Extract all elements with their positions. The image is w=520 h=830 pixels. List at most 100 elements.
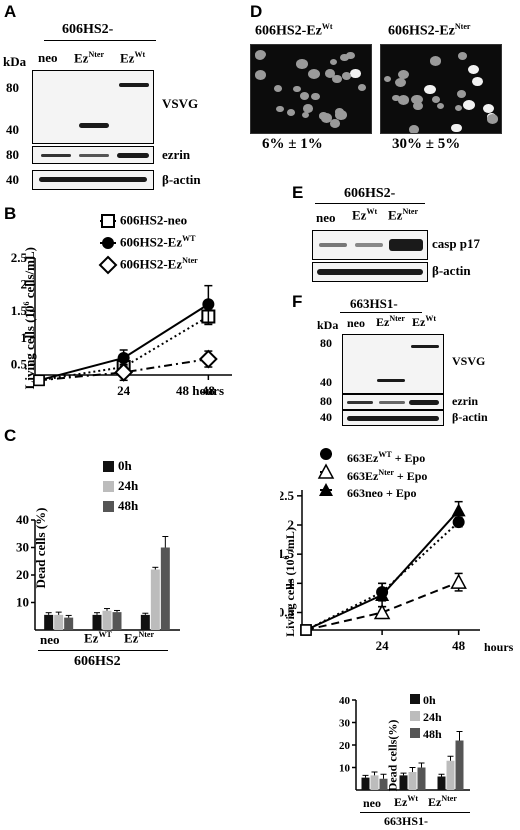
group-underline <box>360 812 470 813</box>
mw-marker: 80 <box>6 147 19 162</box>
title-sup: Nter <box>454 22 471 31</box>
cell-nucleus <box>437 102 445 109</box>
blot-label-vsvg: VSVG <box>452 354 486 368</box>
lane-label: EzNter <box>376 314 405 330</box>
lane-label: neo <box>347 316 365 330</box>
x-tick-label: 48 <box>202 383 216 398</box>
panel-letter-b: B <box>4 204 17 223</box>
bar <box>44 614 54 630</box>
blot-band <box>355 243 383 247</box>
marker-filled-triangle <box>319 483 333 496</box>
mw-marker: 80 <box>6 80 19 95</box>
bar <box>102 610 112 630</box>
lane-text: Ez <box>352 207 367 223</box>
origin-marker <box>33 374 45 387</box>
legend-tail: + Epo <box>393 469 428 483</box>
bar-legend-24h: 24h <box>423 710 442 724</box>
cell-nucleus <box>357 83 367 91</box>
cell-nucleus <box>276 105 284 113</box>
y-tick-label: 10 <box>16 595 29 610</box>
marker-open-diamond <box>98 255 118 275</box>
cell-nucleus <box>429 56 441 67</box>
group-label: neo <box>363 796 381 810</box>
blot-band <box>379 401 405 404</box>
legend-swatch <box>410 711 420 721</box>
mw-marker: 80 <box>320 336 332 350</box>
blot-label-actin: β-actin <box>432 263 471 278</box>
bar <box>140 614 150 630</box>
panel-e-underline <box>315 203 425 204</box>
lane-sup: Nter <box>402 207 418 216</box>
group-sup: WT <box>98 630 112 639</box>
cell-nucleus <box>296 59 308 69</box>
lane-label: EzWt <box>352 207 377 223</box>
mw-marker: 40 <box>6 122 19 137</box>
blot-band <box>347 416 439 421</box>
cell-nucleus <box>486 113 499 124</box>
marker-open-triangle <box>450 573 467 589</box>
cell-nucleus <box>331 74 343 84</box>
cell-nucleus <box>329 59 338 66</box>
marker-open-square <box>101 214 115 228</box>
x-tick-label: 48 <box>452 638 466 653</box>
panel-a-cell-line: 606HS2- <box>62 22 114 37</box>
panel-a-lane-eznter: EzNter <box>74 50 104 66</box>
y-tick-label: 10 <box>339 763 351 775</box>
cell-nucleus <box>395 77 407 87</box>
cell-nucleus <box>287 109 295 116</box>
micrograph-ezwt <box>250 44 372 134</box>
panel-f-actin-blot <box>342 410 444 426</box>
lane-sup: Nter <box>88 50 104 59</box>
lane-sup: Wt <box>366 207 378 216</box>
marker-open-triangle <box>317 463 335 479</box>
legend-item: 606HS2-neo <box>120 212 187 228</box>
y-tick-label: 2 <box>21 277 28 292</box>
panel-e-casp-blot <box>312 230 428 260</box>
panel-letter-f: F <box>292 292 303 311</box>
panel-f-ezrin-blot <box>342 394 444 410</box>
y-tick-label: 1.5 <box>280 546 295 561</box>
legend-swatch <box>410 694 420 704</box>
blot-label-casp: casp p17 <box>432 236 481 251</box>
panel-letter-a: A <box>4 2 17 21</box>
lane-text: Ez <box>388 207 403 223</box>
mw-marker: 80 <box>320 394 332 408</box>
legend-item: 663EzWT + Epo <box>347 450 425 466</box>
y-tick-label: 20 <box>339 740 351 752</box>
panel-a-actin-blot <box>32 170 154 190</box>
cell-nucleus <box>255 70 267 80</box>
cell-nucleus <box>341 72 351 80</box>
y-tick-label: 0.5 <box>11 356 28 371</box>
cell-nucleus <box>397 69 410 80</box>
mw-marker: 40 <box>320 410 332 424</box>
legend-sup: Nter <box>182 256 198 265</box>
bar <box>379 778 388 790</box>
cell-nucleus <box>303 104 314 114</box>
panel-e-cell-line: 606HS2- <box>344 186 396 201</box>
legend-sup: Nter <box>378 468 394 477</box>
y-tick-label: 2.5 <box>11 250 28 265</box>
cell-nucleus <box>462 99 475 110</box>
cell-nucleus <box>273 85 282 93</box>
group-label: EzNter <box>428 794 457 810</box>
bar <box>64 617 74 630</box>
marker-open-diamond <box>198 349 218 369</box>
y-tick-label: 2 <box>288 517 295 532</box>
micro-title: 606HS2-EzNter <box>388 22 470 40</box>
blot-label-ezrin: ezrin <box>162 147 191 162</box>
x-axis-label: 48 hours <box>176 383 224 398</box>
blot-band <box>317 269 423 275</box>
panel-e-actin-blot <box>312 262 428 282</box>
marker-filled-circle <box>117 351 130 364</box>
lane-label: EzNter <box>388 207 418 223</box>
lane-sup: Nter <box>389 314 405 323</box>
panel-c-bar-chart: 10 20 30 40 <box>16 461 180 631</box>
panel-c-cell-line: 606HS2 <box>74 654 121 669</box>
panel-letter-c: C <box>4 426 17 445</box>
panel-f-xlabel: hours <box>484 640 514 654</box>
cell-nucleus <box>292 85 301 93</box>
lane-text: Ez <box>412 315 426 329</box>
legend-text: 663Ez <box>347 451 379 465</box>
cell-nucleus <box>340 54 349 62</box>
